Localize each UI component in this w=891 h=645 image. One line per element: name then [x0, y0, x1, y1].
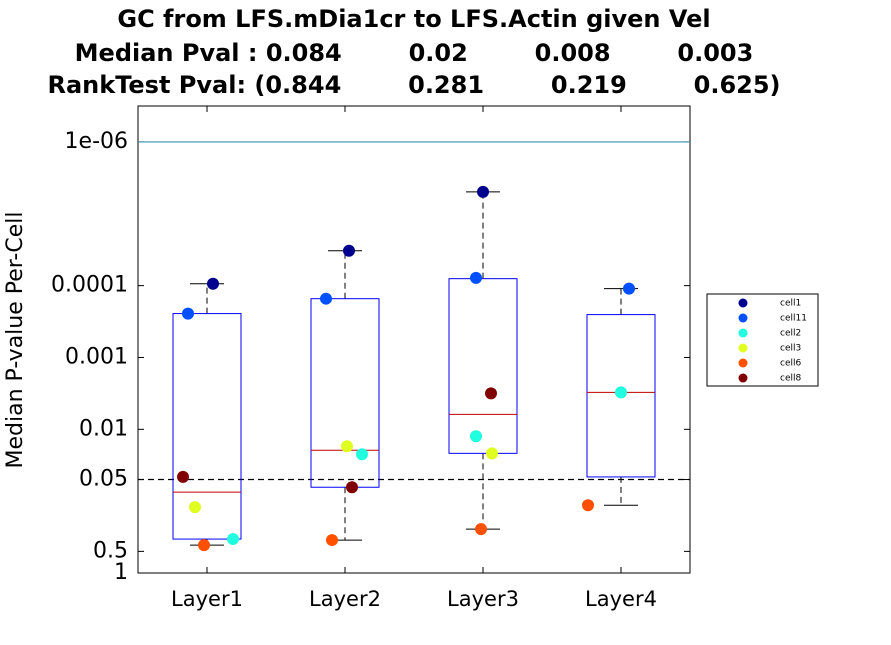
- data-point: [582, 499, 594, 512]
- y-axis-label: Median P-value Per-Cell: [3, 212, 28, 469]
- y-tick-label: 0.01: [79, 416, 128, 441]
- data-point: [477, 185, 489, 198]
- data-point: [475, 523, 487, 536]
- data-point: [486, 447, 498, 460]
- data-point: [346, 481, 358, 494]
- data-point: [470, 430, 482, 443]
- data-point: [343, 244, 355, 257]
- y-tick-label: 0.0001: [51, 273, 128, 298]
- legend-marker: [738, 343, 748, 353]
- chart-subtitle: Median Pval : 0.084 0.02 0.008 0.003: [75, 39, 754, 67]
- legend-label: cell8: [780, 374, 801, 384]
- plot-frame: [137, 105, 691, 574]
- data-point: [227, 533, 239, 546]
- data-point: [623, 282, 635, 295]
- legend-marker: [738, 298, 748, 308]
- box: [310, 298, 380, 488]
- legend-label: cell2: [780, 329, 801, 339]
- y-tick-label: 1e-06: [65, 129, 128, 154]
- box: [586, 314, 656, 478]
- x-tick-label: Layer3: [447, 587, 519, 611]
- data-point: [320, 292, 332, 305]
- legend-label: cell1: [780, 299, 801, 309]
- data-point: [182, 307, 194, 320]
- x-tick-label: Layer2: [309, 587, 381, 611]
- y-tick-label: 0.5: [93, 538, 128, 563]
- box: [172, 313, 242, 540]
- legend-marker: [738, 328, 748, 338]
- x-tick-label: Layer1: [171, 587, 243, 611]
- data-point: [470, 271, 482, 284]
- data-point: [485, 387, 497, 400]
- data-point: [177, 470, 189, 483]
- y-tick-label: 1: [114, 560, 128, 585]
- data-point: [198, 539, 210, 552]
- legend-label: cell6: [780, 359, 801, 369]
- legend-label: cell11: [780, 314, 807, 324]
- chart-title: GC from LFS.mDia1cr to LFS.Actin given V…: [117, 5, 710, 33]
- legend-marker: [738, 373, 748, 383]
- data-point: [189, 501, 201, 514]
- legend-marker: [738, 358, 748, 368]
- legend-marker: [738, 313, 748, 323]
- data-point: [326, 534, 338, 547]
- y-tick-label: 0.05: [79, 467, 128, 492]
- legend: [706, 293, 819, 387]
- box: [448, 278, 518, 454]
- y-tick-label: 0.001: [65, 344, 128, 369]
- data-point: [615, 386, 627, 399]
- data-point: [356, 448, 368, 461]
- data-point: [341, 440, 353, 453]
- data-point: [207, 277, 219, 290]
- legend-label: cell3: [780, 344, 801, 354]
- chart-subtitle: RankTest Pval: (0.844 0.281 0.219 0.625): [47, 71, 780, 99]
- x-tick-label: Layer4: [585, 587, 657, 611]
